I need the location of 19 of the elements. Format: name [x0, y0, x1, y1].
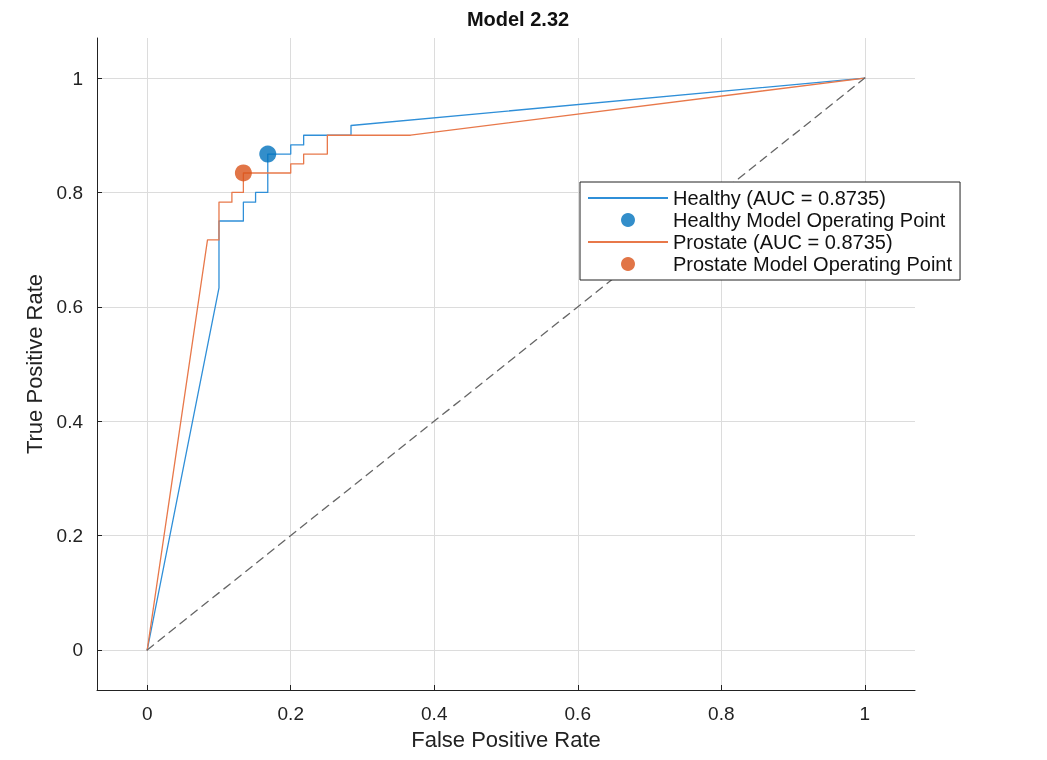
x-tick-label: 0.4 [421, 703, 448, 724]
y-tick-label: 1 [72, 67, 83, 89]
x-tick-label: 0.2 [277, 703, 304, 724]
y-axis-title: True Positive Rate [22, 273, 48, 455]
legend-label: Prostate Model Operating Point [673, 253, 953, 275]
x-tick-label: 0 [141, 703, 153, 724]
y-tick-label: 0.8 [56, 181, 83, 203]
x-tick-label: 1 [859, 703, 871, 724]
y-tick-label: 0 [72, 639, 83, 661]
y-tick-label: 0.4 [56, 410, 84, 432]
x-tick-label: 0.8 [708, 703, 735, 724]
chart-title: Model 2.32 [466, 8, 570, 30]
y-tick-label: 0.6 [56, 296, 83, 318]
legend-label: Prostate (AUC = 0.8735) [673, 231, 893, 253]
x-axis-title: False Positive Rate [411, 726, 601, 752]
legend-label: Healthy Model Operating Point [673, 209, 946, 231]
legend-label: Healthy (AUC = 0.8735) [673, 187, 886, 209]
y-tick-label: 0.2 [56, 525, 83, 547]
x-tick-label: 0.6 [564, 703, 591, 724]
